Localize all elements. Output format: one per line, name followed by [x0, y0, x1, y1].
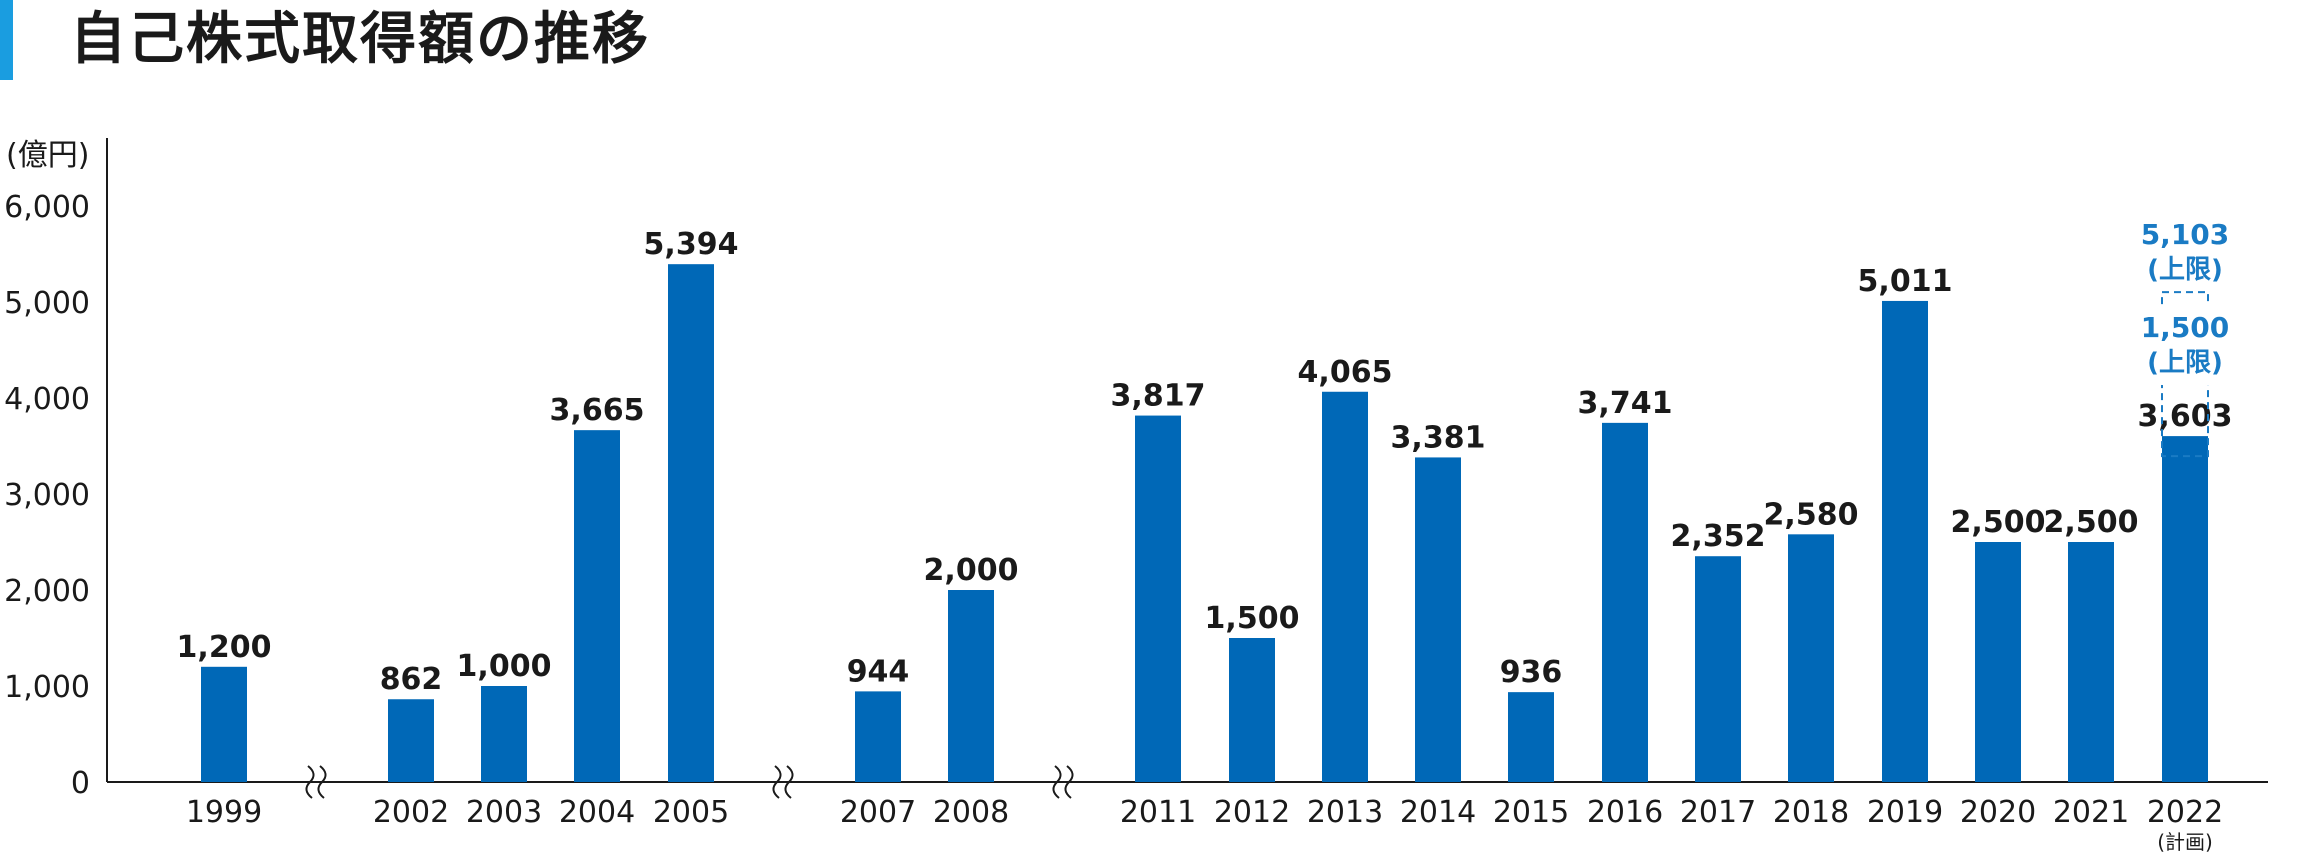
value-label: 3,741	[1578, 386, 1673, 421]
chart-title: 自己株式取得額の推移	[70, 7, 650, 72]
x-tick-label: 2003	[466, 795, 542, 830]
value-label: 1,500	[1205, 601, 1300, 636]
x-tick-label: 2021	[2053, 795, 2129, 830]
value-label: 1,000	[457, 649, 552, 684]
x-tick-labels-group: 1999 2002 2003 2004 2005 2007 2008 2011 2012 2013…	[186, 795, 2223, 854]
value-label: 2,500	[2044, 505, 2139, 540]
value-labels-group: 1,200 862 1,000 3,665 5,394 944 2,000 3,817 1,50…	[177, 227, 2233, 697]
axis-break-mark	[305, 765, 315, 799]
value-label: 2,580	[1764, 497, 1859, 532]
bar	[855, 691, 901, 782]
axis-break-mark	[1064, 765, 1074, 799]
plan-additional-limit-label: 1,500	[2141, 311, 2230, 344]
y-tick-label: 4,000	[4, 382, 90, 417]
x-tick-label: 2015	[1493, 795, 1569, 830]
axis-break-mark	[1052, 765, 1062, 799]
bar	[948, 590, 994, 782]
bar	[388, 699, 434, 782]
value-label: 944	[847, 654, 910, 689]
bar	[1695, 556, 1741, 782]
bar	[1788, 534, 1834, 782]
x-tick-label: 2016	[1587, 795, 1663, 830]
value-label: 2,500	[1951, 505, 2046, 540]
y-tick-label: 6,000	[4, 190, 90, 225]
x-tick-label: 2007	[840, 795, 916, 830]
y-tick-label: 5,000	[4, 286, 90, 321]
value-label: 5,011	[1858, 264, 1953, 299]
bar	[481, 686, 527, 782]
value-label: 862	[380, 662, 443, 697]
plan-annotation-group: 5,103 (上限) 1,500 (上限)	[2141, 218, 2230, 458]
value-label: 2,000	[924, 553, 1019, 588]
bar	[2162, 436, 2208, 782]
plan-additional-limit-note: (上限)	[2147, 348, 2223, 378]
bar	[1322, 391, 1368, 782]
title-accent-bar	[0, 0, 13, 80]
axis-breaks-group	[305, 765, 1074, 799]
x-tick-label: 2011	[1120, 795, 1196, 830]
x-tick-label: 2022	[2147, 795, 2223, 830]
y-axis-unit-label: (億円)	[6, 138, 89, 173]
axis-break-mark	[772, 765, 782, 799]
plan-label-backdrop	[2155, 305, 2215, 385]
axis-break-mark	[317, 765, 327, 799]
x-tick-label: 2012	[1214, 795, 1290, 830]
y-tick-label: 1,000	[4, 670, 90, 705]
value-label: 5,394	[644, 227, 739, 262]
axis-break-mark	[784, 765, 794, 799]
plan-total-limit-label: 5,103	[2141, 218, 2230, 251]
x-tick-label: 2014	[1400, 795, 1476, 830]
bar	[1229, 638, 1275, 782]
x-tick-label: 2005	[653, 795, 729, 830]
x-tick-label: 2017	[1680, 795, 1756, 830]
bar	[1882, 300, 1928, 782]
value-label: 2,352	[1671, 519, 1766, 554]
value-label: 3,603	[2138, 399, 2233, 434]
value-label: 1,200	[177, 630, 272, 665]
y-tick-labels-group: (億円) 0 1,000 2,000 3,000 4,000 5,000 6,000	[4, 138, 90, 801]
x-tick-label: 2019	[1867, 795, 1943, 830]
value-label: 4,065	[1298, 355, 1393, 390]
bar	[1135, 415, 1181, 782]
bar	[1508, 692, 1554, 782]
value-label: 3,381	[1391, 420, 1486, 455]
bar	[2068, 542, 2114, 782]
bar	[668, 264, 714, 782]
bar	[1415, 457, 1461, 782]
x-tick-label: 2013	[1307, 795, 1383, 830]
x-tick-label: 2018	[1773, 795, 1849, 830]
x-tick-label: 2008	[933, 795, 1009, 830]
bar	[1602, 422, 1648, 782]
value-label: 3,665	[550, 393, 645, 428]
bar	[1975, 542, 2021, 782]
y-tick-label: 0	[71, 766, 90, 801]
bars-group	[201, 264, 2208, 782]
x-tick-label: 2004	[559, 795, 635, 830]
bar	[201, 666, 247, 782]
y-tick-label: 2,000	[4, 574, 90, 609]
x-tick-label: 2020	[1960, 795, 2036, 830]
plan-total-limit-note: (上限)	[2147, 255, 2223, 285]
y-tick-label: 3,000	[4, 478, 90, 513]
x-tick-label: 2002	[373, 795, 449, 830]
x-tick-label: 1999	[186, 795, 262, 830]
plan-category-note: (計画)	[2157, 830, 2213, 854]
value-label: 3,817	[1111, 379, 1206, 414]
bar	[574, 430, 620, 782]
value-label: 936	[1500, 655, 1563, 690]
